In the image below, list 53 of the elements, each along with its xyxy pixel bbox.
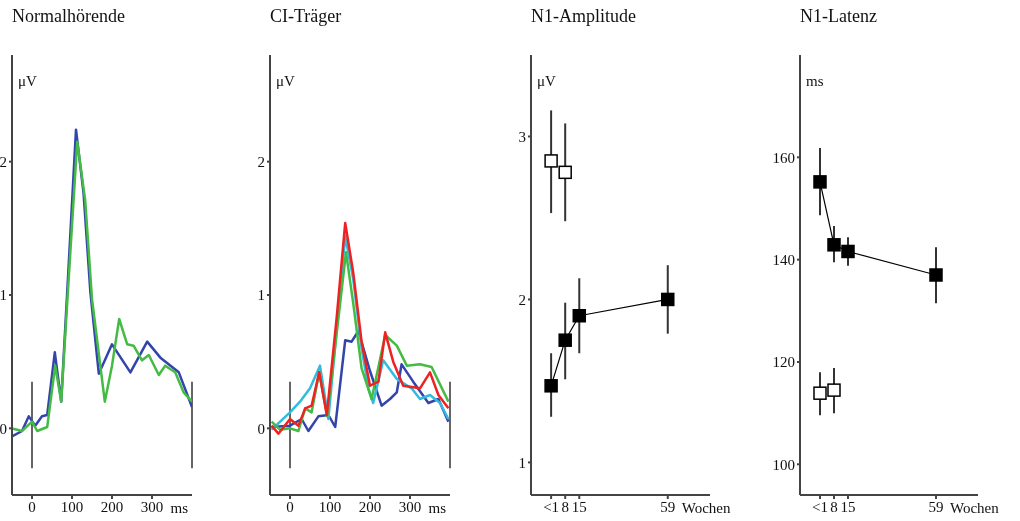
chart-title: N1-Latenz [800, 6, 877, 27]
chart-title: N1-Amplitude [531, 6, 636, 27]
chart-title: Normalhörende [12, 6, 125, 27]
x-tick-label: 100 [318, 498, 342, 515]
x-tick-label: 300 [140, 498, 164, 515]
x-tick-label: 100 [60, 498, 84, 515]
chart-title: CI-Träger [270, 6, 342, 27]
x-axis-title: Wochen [950, 500, 999, 517]
y-tick-label: 3 [518, 128, 526, 145]
point [572, 308, 587, 323]
point [813, 175, 827, 189]
x-tick-label: 0 [28, 498, 36, 515]
y-axis-title: μV [18, 73, 37, 90]
x-tick-label: 15 [571, 498, 587, 515]
x-tick-label: 15 [840, 498, 856, 515]
y-tick-label: 120 [772, 354, 795, 371]
x-axis-title: ms [428, 500, 447, 517]
y-tick-label: 1 [257, 287, 265, 304]
y-axis-title: μV [276, 73, 295, 90]
point [661, 292, 675, 307]
x-tick-label: 59 [660, 498, 676, 515]
x-tick-label: <1 [812, 498, 828, 515]
y-tick-label: 2 [257, 153, 265, 170]
x-tick-label: 8 [561, 498, 569, 515]
y-tick-label: 2 [518, 291, 526, 308]
y-tick-label: 0 [257, 420, 265, 437]
x-axis-title: Wochen [681, 500, 731, 517]
x-tick-label: <1 [543, 498, 560, 515]
x-tick-label: 8 [830, 498, 838, 515]
point [827, 238, 841, 252]
point [558, 165, 572, 180]
y-axis-title: ms [806, 73, 824, 90]
y-tick-label: 140 [772, 251, 795, 268]
point [813, 386, 827, 400]
point [558, 333, 572, 347]
x-tick-label: 59 [928, 498, 944, 515]
x-tick-label: 200 [100, 498, 124, 515]
y-tick-label: 100 [772, 456, 795, 473]
point [544, 379, 558, 393]
point [827, 383, 841, 397]
point [841, 244, 855, 259]
x-tick-label: 300 [398, 498, 422, 515]
point [544, 154, 558, 168]
point [929, 268, 943, 282]
y-tick-label: 0 [0, 420, 7, 437]
y-tick-label: 1 [0, 287, 7, 304]
x-axis-title: ms [170, 500, 189, 517]
y-tick-label: 160 [772, 149, 795, 166]
y-axis-title: μV [537, 73, 556, 90]
x-tick-label: 0 [286, 498, 294, 515]
x-tick-label: 200 [358, 498, 382, 515]
y-tick-label: 2 [0, 153, 7, 170]
y-tick-label: 1 [518, 454, 526, 471]
